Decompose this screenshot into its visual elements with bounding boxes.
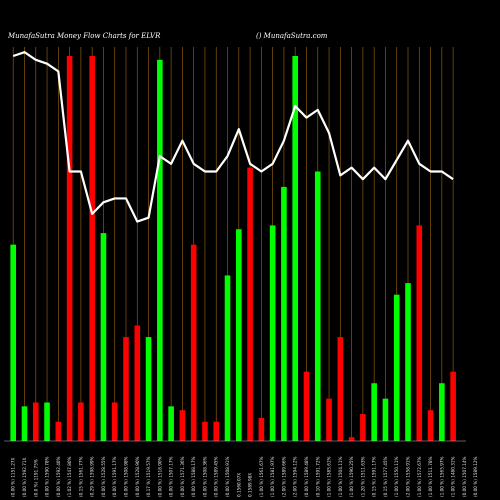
x-tick-label: (1.00 %) 1585.61% [327,456,332,497]
x-tick-label: (0.0 %) 1191.75% [33,459,38,497]
money-flow-bar [100,233,107,441]
money-flow-bar [236,229,242,441]
x-tick-label: (0.00 %) 1528.90% [135,456,140,497]
money-flow-bar [439,383,445,441]
x-tick-label: (0.00 %) 1508.36% [202,456,207,497]
x-tick-label: (0.15 %) 1591.17% [372,456,377,497]
money-flow-bar [326,398,332,441]
x-tick-label: (1.02 %) 1547.80% [67,456,72,497]
x-tick-label: (0.00 %) 1592.40% [56,456,61,497]
x-tick-label: (1.00 %) 1565.97% [439,456,444,497]
x-tick-label: (0.15 %) 1561.77% [78,456,83,497]
price-line [12,51,454,223]
x-tick-label: (0.00 %) 1508.98% [124,456,129,497]
x-tick-label: (0.00 %) 1507.14% [462,456,467,497]
x-tick-label: (0.00 %) 1588.17% [191,456,196,497]
x-tick-label: 0.1589.98X [248,473,253,497]
money-flow-bar [371,383,377,441]
x-tick-label: (0.15 %) 1577.45% [383,456,388,497]
x-tick-label: (0.00 %) 1589.45% [214,456,219,497]
x-tick-label: (2.00 %) 1589.66% [281,456,286,497]
money-flow-bar [427,410,434,441]
chart-title: MunafaSutra Money Flow Charts for ELVR [7,32,161,40]
x-tick-label: (0.00 %) 1589.48% [304,456,309,497]
x-tick-label: (2.00 %) 1594.12% [293,456,298,497]
money-flow-bar [360,414,366,441]
money-flow-bar [179,410,186,441]
x-tick-label: (2.00 %) 1558.91% [406,456,411,497]
x-tick-label: (0.00 %) 1508.91% [225,456,230,497]
x-tick-label: (1.00 %) 1550.11% [394,456,399,497]
money-flow-bar [348,437,355,441]
x-tick-label: (0.00 %) 1507.17% [169,456,174,497]
money-flow-bar [89,56,95,441]
money-flow-bar [32,402,39,441]
money-flow-bar [202,421,208,441]
x-tick-label: (0.10 %) 1591.72% [315,456,320,497]
money-flow-bar [405,283,411,441]
money-flow-bar [292,56,298,441]
money-flow-bar [247,167,253,441]
x-tick-label: (0.00 %) 1591.17% [112,456,117,497]
money-flow-bar [382,398,389,441]
x-tick-label: (0.00 %) 1528.55% [101,456,106,497]
money-flow-bar [55,421,62,441]
site-credit: () MunafaSutra.com [256,32,328,40]
money-flow-bar [314,171,321,441]
money-flow-bar [393,294,400,441]
money-flow-bar [123,337,129,441]
x-tick-label: (1.00 %) 1511.78% [428,456,433,497]
x-tick-label: (1.00 %) 1581.97% [270,456,275,497]
x-tick-label: (1.00 %) 1480.31% [451,456,456,497]
money-flow-bar [450,371,456,441]
money-flow-bar [303,371,310,441]
money-flow-bar [157,59,163,441]
x-tick-label: (0.00 %) 1589.12% [473,456,478,497]
x-axis-tick-labels: (0.00 %) 1151.27X (0.00 %) 1592.71X (0.0 %… [11,456,478,497]
money-flow-bar [337,337,344,441]
money-flow-bar [78,402,84,441]
money-flow-bar [269,225,276,441]
money-flow-bar [21,406,28,441]
x-tick-label: (0.17 %) 1519.57% [146,456,151,497]
money-flow-bar [258,417,265,441]
x-tick-label: (1.00 %) 1590.25% [349,456,354,497]
money-flow-bar [224,275,231,441]
x-tick-label: (1.00 %) 1572.67% [417,456,422,497]
x-tick-label: (0.00 %) 1592.71X [22,457,27,497]
x-tick-label: (1.00 %) 1561.67% [259,456,264,497]
x-tick-label: (1.20 %) 1511.63% [360,456,365,497]
money-flow-bar [10,244,16,441]
money-flow-bar [190,244,197,441]
money-flow-bar [134,325,141,441]
money-flow-bar [111,402,118,441]
money-flow-bar [145,337,152,441]
money-flow-bar [213,421,220,441]
price-line-path [12,51,454,223]
money-flow-bars [10,56,456,441]
x-tick-label: 0.1560.07X [236,473,241,497]
money-flow-bar [44,402,50,441]
x-tick-label: (0.00 %) 1571.36% [180,456,185,497]
x-tick-label: (0.29 %) 1598.99% [90,456,95,497]
x-tick-label: (0.00 %) 1518.90% [157,456,162,497]
money-flow-bar [66,56,73,441]
money-flow-bar [281,186,287,441]
x-tick-label: (1.00 %) 1504.11% [338,456,343,497]
money-flow-bar [168,406,174,441]
x-tick-label: (0.00 %) 1151.27X [11,457,16,497]
money-flow-bar [416,225,423,441]
x-tick-label: (0.00 %) 1590.78% [45,456,50,497]
